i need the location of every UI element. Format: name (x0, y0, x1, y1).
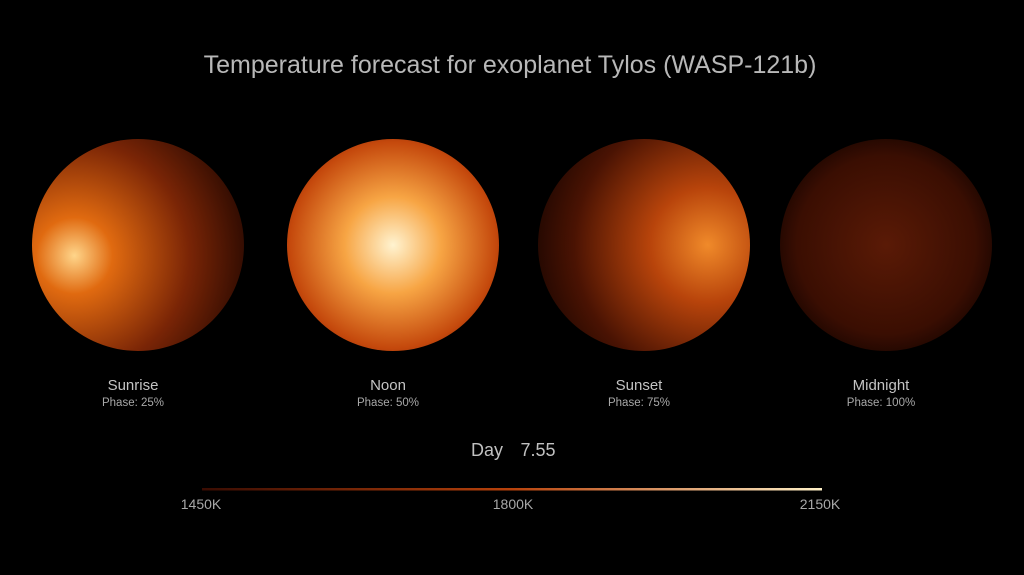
panel-phase: Phase: 25% (102, 397, 164, 409)
colorbar (202, 488, 822, 491)
title: Temperature forecast for exoplanet Tylos… (204, 51, 817, 79)
colorbar-label: 1450K (181, 496, 222, 512)
panel-name: Sunrise (108, 377, 159, 394)
panels: Sunrise Phase: 25% Noon Phase: 50% Sunset Pha… (32, 139, 992, 409)
panel-phase: Phase: 50% (357, 397, 419, 409)
panel-name: Noon (370, 377, 406, 394)
planet (287, 139, 499, 351)
colorbar-labels: 1450K 1800K 2150K (181, 496, 841, 512)
colorbar-label: 2150K (800, 496, 841, 512)
planet (32, 139, 244, 351)
planet (780, 139, 992, 351)
panel-name: Sunset (616, 377, 664, 394)
panel-name: Midnight (853, 377, 911, 394)
day-label: Day (471, 440, 503, 460)
colorbar-label: 1800K (493, 496, 534, 512)
panel-phase: Phase: 75% (608, 397, 670, 409)
day-value: 7.55 (520, 440, 555, 460)
planet (538, 139, 750, 351)
panel-phase: Phase: 100% (847, 397, 915, 409)
